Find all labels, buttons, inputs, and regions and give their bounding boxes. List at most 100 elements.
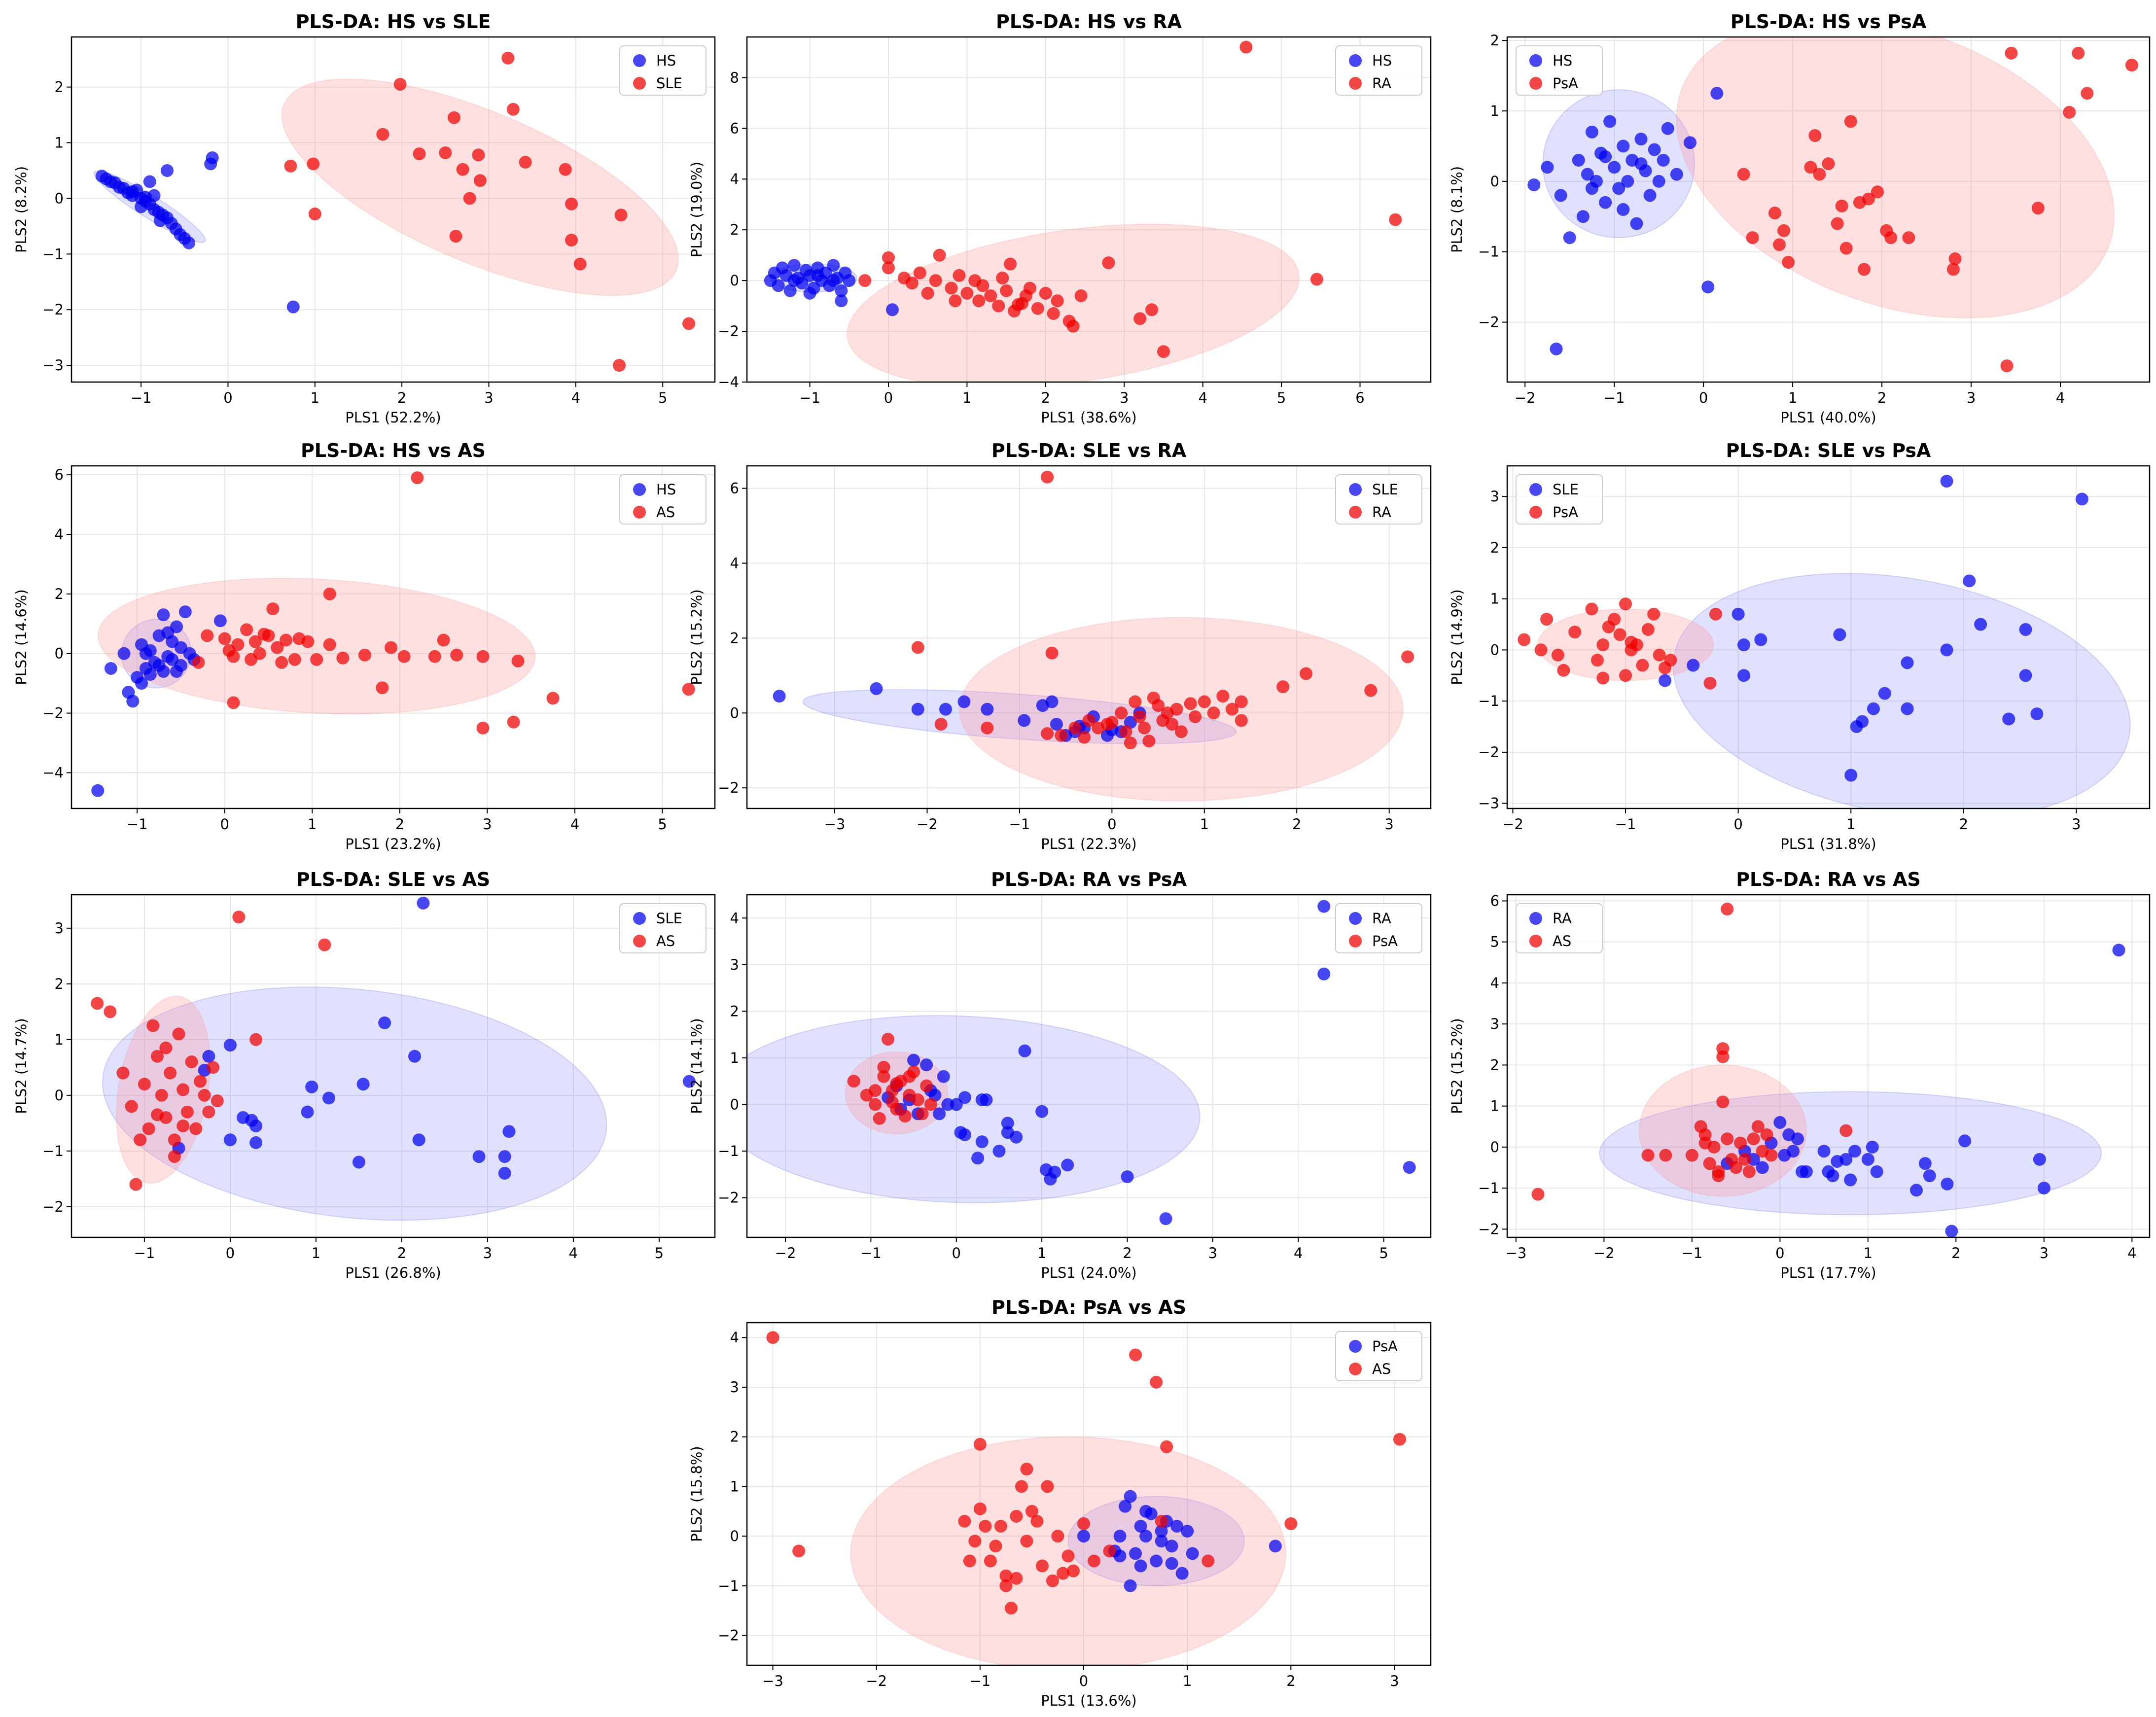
- data-point-ra: [949, 294, 962, 308]
- data-point-sle: [412, 1133, 425, 1147]
- y-tick-label: 2: [730, 630, 739, 646]
- chart-title: PLS-DA: HS vs SLE: [296, 11, 491, 33]
- data-point-ra: [1958, 1134, 1972, 1148]
- data-point-as: [207, 1061, 220, 1074]
- data-point-hs: [1634, 133, 1648, 146]
- data-point-ra: [1039, 286, 1052, 300]
- x-tick-label: 2: [1877, 389, 1886, 406]
- data-point-as: [185, 1055, 198, 1069]
- y-axis-label: PLS2 (19.0%): [688, 162, 705, 257]
- data-point-psa: [1540, 613, 1554, 626]
- data-point-hs: [1648, 143, 1661, 156]
- data-point-psa: [1619, 597, 1632, 611]
- legend-label-psa: PsA: [1553, 75, 1578, 92]
- data-point-as: [318, 938, 331, 951]
- y-tick-label: −1: [42, 245, 64, 262]
- legend-marker-sle: [1529, 483, 1542, 496]
- data-point-psa: [1139, 1505, 1153, 1518]
- x-tick-label: 3: [1390, 1673, 1399, 1689]
- y-tick-label: 6: [1490, 892, 1499, 909]
- data-point-hs: [157, 608, 170, 622]
- data-point-ra: [1001, 1126, 1014, 1139]
- x-tick-label: 3: [483, 1245, 492, 1261]
- data-point-as: [275, 656, 288, 669]
- data-point-psa: [1568, 626, 1582, 639]
- data-point-hs: [178, 605, 192, 619]
- data-point-hs: [1630, 217, 1643, 230]
- data-point-as: [766, 1331, 779, 1344]
- data-point-as: [172, 1027, 185, 1041]
- data-point-as: [194, 1075, 207, 1088]
- data-point-hs: [843, 274, 856, 287]
- data-point-hs: [1550, 342, 1563, 355]
- data-point-psa: [1186, 1547, 1199, 1560]
- x-tick-label: −2: [1515, 389, 1536, 406]
- data-point-sle: [1844, 769, 1858, 782]
- data-point-hs: [157, 665, 170, 678]
- plot-frame: [1506, 465, 2151, 809]
- data-point-hs: [1617, 140, 1630, 153]
- legend-marker-hs: [1529, 54, 1542, 67]
- data-point-sle: [352, 1156, 365, 1169]
- data-point-psa: [1813, 168, 1826, 181]
- chart-title: PLS-DA: PsA vs AS: [991, 1297, 1186, 1318]
- chart-title: PLS-DA: HS vs RA: [996, 11, 1182, 33]
- plot-area: [766, 1331, 1406, 1665]
- legend-marker-hs: [633, 483, 646, 496]
- data-point-as: [177, 1083, 190, 1096]
- data-point-as: [138, 1078, 151, 1091]
- data-point-psa: [882, 1033, 895, 1046]
- data-point-sle: [498, 1167, 511, 1180]
- x-tick-label: 4: [1198, 389, 1207, 406]
- data-point-ra: [1317, 967, 1331, 981]
- data-point-sle: [1737, 638, 1751, 652]
- data-point-psa: [1534, 643, 1548, 657]
- y-tick-label: 5: [1490, 934, 1499, 950]
- data-point-sle: [447, 111, 460, 124]
- data-point-sle: [1687, 659, 1700, 672]
- data-point-as: [1393, 1433, 1406, 1446]
- y-tick-label: 0: [730, 1528, 739, 1544]
- data-point-psa: [1150, 1554, 1163, 1568]
- data-point-sle: [573, 257, 587, 271]
- data-point-psa: [1804, 161, 1817, 174]
- x-tick-label: 1: [1788, 389, 1797, 406]
- data-point-psa: [1664, 654, 1677, 667]
- y-tick-label: 0: [730, 704, 739, 721]
- data-point-ra: [1299, 667, 1312, 680]
- data-point-as: [546, 692, 560, 705]
- x-tick-label: 2: [395, 816, 404, 833]
- data-point-psa: [2125, 59, 2138, 72]
- x-tick-label: 2: [1951, 1245, 1960, 1261]
- y-axis-label: PLS2 (15.2%): [688, 589, 705, 685]
- data-point-hs: [1621, 175, 1634, 188]
- x-axis-label: PLS1 (17.7%): [1780, 1264, 1876, 1281]
- legend-label-ra: RA: [1372, 910, 1391, 927]
- data-point-psa: [1772, 238, 1786, 251]
- data-point-sle: [939, 702, 952, 716]
- data-point-as: [989, 1540, 1002, 1553]
- data-point-ra: [1133, 710, 1146, 723]
- legend-label-psa: PsA: [1372, 1338, 1398, 1355]
- data-point-psa: [1737, 168, 1750, 181]
- data-point-psa: [1831, 217, 1844, 230]
- chart-panel-5: −3 −2 −1 0 1 2 3 −2 0 2 4 6 PLS-DA: SLE vs RA PLS1 (2…: [688, 440, 1432, 852]
- data-point-as: [146, 1019, 160, 1032]
- data-point-sle: [911, 702, 924, 716]
- x-axis-label: PLS1 (26.8%): [345, 1264, 441, 1281]
- chart-panel-10: −3 −2 −1 0 1 2 3 −2 −1 0 1 2 3 4 PLS-DA: PsA vs AS PLS1…: [688, 1297, 1432, 1709]
- y-tick-label: 0: [55, 190, 64, 207]
- data-point-as: [1703, 1157, 1716, 1170]
- data-point-as: [323, 638, 336, 651]
- data-point-ra: [1800, 1165, 1813, 1178]
- data-point-ra: [1310, 273, 1323, 286]
- legend: HS AS: [619, 474, 707, 525]
- data-point-sle: [519, 156, 532, 169]
- data-point-sle: [449, 230, 462, 243]
- y-tick-label: 4: [55, 526, 64, 543]
- legend-label-as: AS: [1553, 933, 1571, 949]
- x-tick-label: 1: [1037, 1245, 1046, 1261]
- data-point-hs: [1612, 182, 1626, 195]
- data-point-ra: [960, 286, 974, 300]
- y-tick-label: −2: [1478, 1221, 1499, 1237]
